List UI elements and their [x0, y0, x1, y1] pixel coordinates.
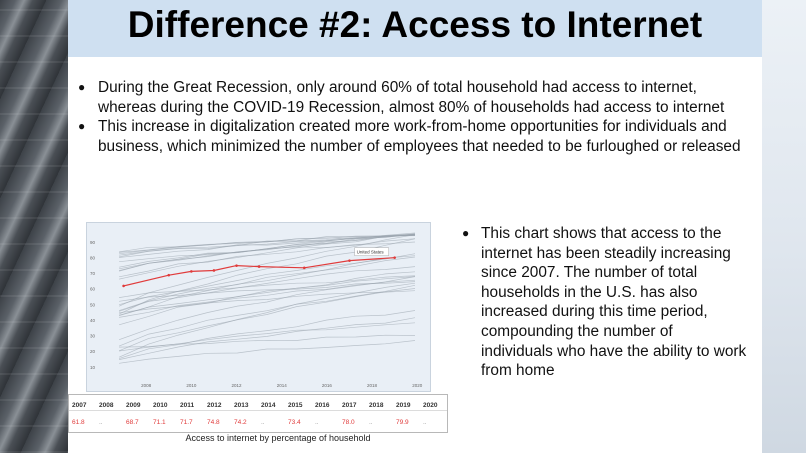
background-country-line: [119, 234, 416, 268]
background-country-lines: [118, 232, 416, 364]
title-bar: Difference #2: Access to Internet: [68, 0, 762, 57]
y-tick-label: 40: [90, 318, 96, 323]
united-states-point: [302, 266, 306, 270]
table-year-header: 2016: [312, 395, 339, 411]
background-country-line: [118, 276, 416, 341]
table-year-header: 2010: [150, 395, 177, 411]
table-value-cell: ..: [99, 419, 103, 426]
slide-title: Difference #2: Access to Internet: [127, 4, 703, 45]
y-tick-label: 90: [90, 240, 96, 245]
table-header-row: 2007 2008 2009 2010 2011 2012 2013 2014 2015 2016…: [69, 395, 447, 411]
table-value-cell: 78.0: [342, 419, 355, 426]
united-states-series: United States: [122, 247, 396, 288]
table-value-cell: 74.2: [234, 419, 247, 426]
series-label-box: [354, 247, 389, 256]
table-value-cell: 68.7: [126, 419, 139, 426]
y-tick-label: 50: [90, 302, 96, 307]
table-value-row: 61.8.. 68.7 71.1 71.7 74.8 74.2.. 73.4.. 78.0..…: [69, 411, 447, 426]
chart-caption: Access to internet by percentage of hous…: [185, 433, 371, 443]
united-states-point: [122, 284, 125, 288]
united-states-point: [212, 269, 216, 272]
table-year-header: 2012: [204, 395, 231, 411]
y-axis-ticks: 90 80 70 60 50 40 30 20 10: [90, 240, 96, 370]
series-label: United States: [357, 250, 385, 255]
x-axis-ticks: 2008 2010 2012 2014 2016 2018 2020: [141, 383, 423, 388]
table-year-header: 2007: [69, 395, 96, 411]
background-country-line: [118, 266, 416, 312]
y-tick-label: 30: [90, 334, 96, 339]
background-right-panel: [762, 0, 806, 453]
table-year-header: 2020: [420, 395, 447, 411]
background-country-line: [119, 334, 416, 348]
background-country-line: [119, 290, 416, 314]
table-value-cell: 73.4: [288, 419, 301, 426]
background-country-line: [119, 276, 416, 316]
table-year-header: 2018: [366, 395, 393, 411]
table-year-header: 2011: [177, 395, 204, 411]
bullet-digitalization: This increase in digitalization created …: [78, 117, 743, 156]
united-states-point: [348, 259, 351, 262]
data-table: 2007 2008 2009 2010 2011 2012 2013 2014 2015 2016…: [68, 394, 448, 433]
background-country-line: [119, 234, 416, 271]
background-country-line: [118, 284, 416, 347]
table-value-cell: 71.7: [180, 419, 193, 426]
table-value-cell: ..: [369, 419, 373, 426]
x-tick-label: 2016: [322, 383, 333, 388]
table-value-cell: ..: [261, 419, 265, 426]
table-year-header: 2008: [96, 395, 123, 411]
background-country-line: [119, 281, 416, 302]
x-tick-label: 2010: [186, 383, 197, 388]
internet-access-chart: 90 80 70 60 50 40 30 20 10 2008 2010 2012 2014 2016 2…: [86, 222, 431, 392]
table-value-cell: 71.1: [153, 419, 166, 426]
background-country-line: [119, 233, 416, 272]
table-year-header: 2015: [285, 395, 312, 411]
side-bullet-list: This chart shows that access to the inte…: [462, 224, 747, 381]
y-tick-label: 60: [90, 287, 96, 292]
table-value-cell: 74.8: [207, 419, 220, 426]
x-tick-label: 2012: [232, 383, 243, 388]
table-year-header: 2014: [258, 395, 285, 411]
background-country-line: [118, 282, 416, 358]
y-tick-label: 10: [90, 365, 96, 370]
background-country-line: [119, 253, 416, 317]
background-country-line: [119, 235, 416, 280]
table-value-cell: ..: [315, 419, 319, 426]
background-country-line: [119, 275, 416, 298]
background-country-line: [119, 234, 416, 253]
side-bullet-chart-explanation: This chart shows that access to the inte…: [462, 224, 747, 381]
y-tick-label: 70: [90, 271, 96, 276]
table-year-header: 2019: [393, 395, 420, 411]
united-states-point: [167, 273, 171, 277]
background-country-line: [118, 288, 416, 352]
x-tick-label: 2020: [412, 383, 423, 388]
y-tick-label: 80: [90, 256, 96, 261]
table-value-cell: 79.9: [396, 419, 409, 426]
background-country-line: [119, 340, 416, 364]
background-country-line: [118, 310, 416, 359]
united-states-point: [393, 256, 396, 259]
background-country-line: [119, 271, 416, 326]
background-building-image: [0, 0, 68, 453]
background-country-line: [119, 317, 416, 360]
background-country-line: [118, 234, 416, 307]
background-country-line: [119, 279, 416, 318]
united-states-point: [257, 265, 261, 268]
united-states-point: [190, 270, 193, 273]
x-tick-label: 2014: [277, 383, 288, 388]
background-country-line: [119, 233, 416, 258]
table-year-header: 2009: [123, 395, 150, 411]
united-states-point: [235, 264, 238, 267]
x-tick-label: 2018: [367, 383, 378, 388]
y-tick-label: 20: [90, 349, 96, 354]
bullet-great-recession: During the Great Recession, only around …: [78, 78, 743, 117]
table-value-cell: 61.8: [72, 419, 85, 426]
table-year-header: 2013: [231, 395, 258, 411]
x-tick-label: 2008: [141, 383, 152, 388]
table-year-header: 2017: [339, 395, 366, 411]
table-value-cell: ..: [423, 419, 427, 426]
main-bullet-list: During the Great Recession, only around …: [78, 78, 743, 156]
